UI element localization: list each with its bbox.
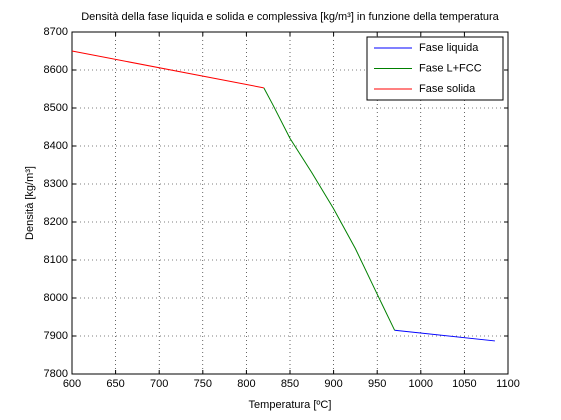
y-tick-label: 8700 <box>44 26 68 38</box>
data-line <box>71 50 264 89</box>
chart-title: Densità della fase liquida e solida e co… <box>81 11 499 23</box>
y-tick-label: 8200 <box>44 216 68 228</box>
y-tick-label: 8300 <box>44 178 68 190</box>
x-tick-label: 950 <box>368 378 386 390</box>
data-line <box>263 87 396 331</box>
y-tick-label: 8100 <box>44 254 68 266</box>
y-axis-label: Densità [kg/m³] <box>24 166 36 240</box>
x-tick-label: 800 <box>237 378 255 390</box>
x-tick-label: 1000 <box>409 378 433 390</box>
legend-label: Fase L+FCC <box>419 62 482 74</box>
y-tick-label: 7900 <box>44 330 68 342</box>
y-tick-label: 8500 <box>44 102 68 114</box>
y-tick-label: 8600 <box>44 64 68 76</box>
x-tick-label: 700 <box>150 378 168 390</box>
legend-label: Fase solida <box>419 83 476 95</box>
x-tick-label: 1050 <box>452 378 476 390</box>
x-tick-label: 650 <box>106 378 124 390</box>
data-line <box>394 329 495 342</box>
y-tick-label: 7800 <box>44 368 68 380</box>
x-tick-label: 850 <box>281 378 299 390</box>
x-tick-label: 900 <box>324 378 342 390</box>
x-axis-label: Temperatura [ºC] <box>249 399 332 411</box>
y-tick-label: 8000 <box>44 292 68 304</box>
legend-label: Fase liquida <box>419 42 479 54</box>
x-tick-label: 600 <box>63 378 81 390</box>
x-tick-label: 750 <box>194 378 212 390</box>
plot-frame <box>71 31 509 375</box>
x-tick-label: 1100 <box>496 378 520 390</box>
y-tick-label: 8400 <box>44 140 68 152</box>
